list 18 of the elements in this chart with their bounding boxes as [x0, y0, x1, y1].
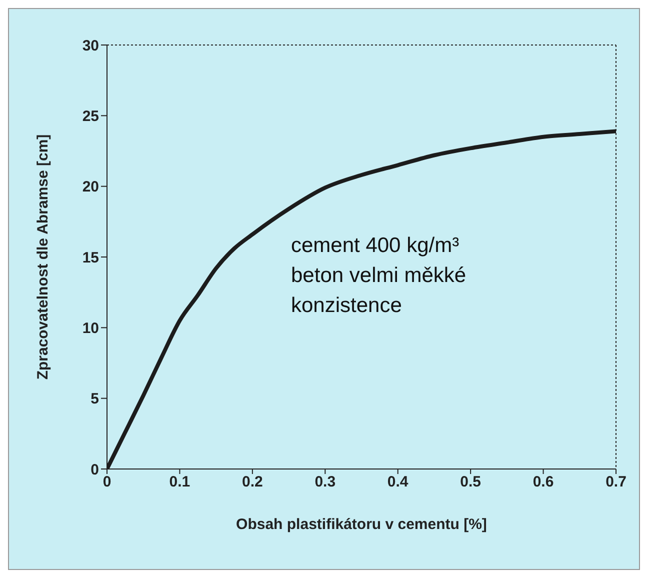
x-tick-label: 0 — [102, 474, 112, 491]
x-tick-label: 0.7 — [606, 474, 626, 491]
x-tick-label: 0.2 — [242, 474, 263, 491]
x-tick-label: 0.1 — [169, 474, 190, 491]
y-tick-label: 15 — [82, 249, 99, 266]
y-tick-label: 20 — [82, 178, 99, 196]
x-tick-label: 0.5 — [460, 474, 481, 491]
y-tick-label: 25 — [82, 108, 99, 125]
y-tick-label: 30 — [82, 37, 99, 54]
annotation: cement 400 kg/m³ beton velmi měkké konzistence — [291, 233, 466, 319]
y-tick-label: 0 — [90, 461, 99, 478]
x-tick-label: 0.6 — [532, 474, 554, 491]
x-tick-label: 0.4 — [387, 474, 409, 491]
x-tick-label: 0.3 — [314, 474, 336, 491]
y-axis-title: Zpracovatelnost dle Abramse [cm] — [34, 134, 52, 380]
y-tick-label: 5 — [90, 390, 99, 408]
y-tick-label: 10 — [82, 320, 99, 337]
x-axis-title: Obsah plastifikátoru v cementu [%] — [236, 516, 487, 533]
